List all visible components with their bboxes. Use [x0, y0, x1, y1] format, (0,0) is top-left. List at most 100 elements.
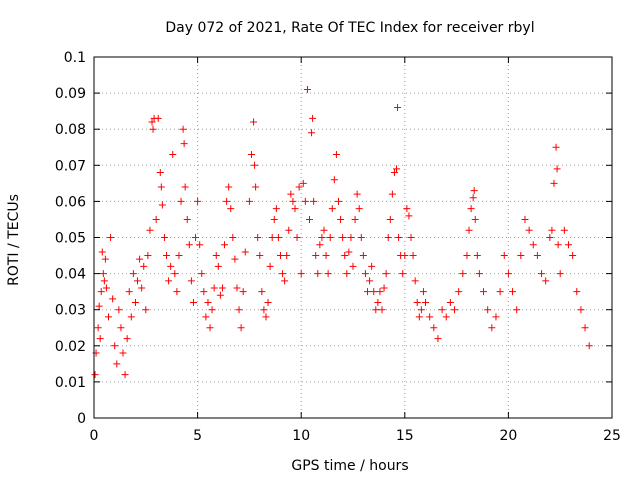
data-point: [111, 342, 119, 350]
data-point: [513, 306, 521, 314]
data-point: [131, 298, 139, 306]
data-point: [459, 270, 467, 278]
x-tick-label: 10: [292, 428, 310, 444]
data-point: [281, 277, 289, 285]
y-tick-label: 0.05: [55, 231, 86, 247]
data-point: [434, 335, 442, 343]
y-tick-label: 0.08: [55, 122, 86, 138]
data-point: [206, 324, 214, 332]
data-point: [573, 288, 581, 296]
x-tick-label: 15: [396, 428, 414, 444]
data-point: [552, 143, 560, 151]
data-point: [187, 277, 195, 285]
data-point: [542, 277, 550, 285]
data-point: [225, 183, 233, 191]
data-point: [97, 288, 105, 296]
data-point: [160, 234, 168, 241]
data-points: [91, 85, 593, 379]
data-point: [134, 277, 142, 285]
data-point: [405, 212, 413, 220]
data-point: [173, 288, 181, 296]
data-point: [326, 234, 334, 241]
data-point: [332, 150, 340, 158]
data-point: [314, 270, 322, 278]
data-point: [341, 252, 349, 260]
data-point: [262, 313, 270, 321]
data-point: [417, 306, 425, 314]
data-point: [115, 306, 123, 314]
data-point: [415, 313, 423, 321]
data-point: [258, 288, 266, 296]
y-tick-label: 0.04: [55, 267, 86, 283]
data-point: [308, 129, 316, 137]
data-point: [107, 234, 115, 241]
data-point: [101, 255, 109, 263]
data-point: [192, 234, 200, 241]
data-point: [546, 234, 554, 241]
data-point: [382, 270, 390, 278]
data-point: [451, 306, 459, 314]
data-point: [156, 169, 164, 177]
data-point: [473, 252, 481, 260]
data-point: [384, 234, 392, 241]
data-point: [165, 277, 173, 285]
data-point: [264, 298, 272, 306]
y-tick-label: 0.06: [55, 194, 86, 210]
data-point: [347, 234, 355, 241]
y-tick-label: 0.07: [55, 158, 86, 174]
data-point: [386, 215, 394, 223]
data-point: [442, 313, 450, 321]
data-point: [556, 270, 564, 278]
data-point: [157, 183, 165, 191]
data-point: [218, 284, 226, 292]
data-point: [374, 298, 382, 306]
data-point: [496, 288, 504, 296]
data-point: [370, 288, 378, 296]
data-point: [390, 169, 398, 177]
data-point: [123, 335, 131, 343]
data-point: [324, 270, 332, 278]
data-point: [274, 234, 282, 241]
data-point: [517, 252, 525, 260]
data-point: [204, 298, 212, 306]
data-point: [297, 270, 305, 278]
data-point: [287, 190, 295, 198]
y-tick-label: 0.09: [55, 86, 86, 102]
data-point: [127, 313, 135, 321]
data-point: [95, 302, 103, 310]
data-point: [100, 277, 108, 285]
data-point: [180, 140, 188, 148]
data-point: [394, 104, 402, 112]
data-point: [399, 270, 407, 278]
data-point: [99, 270, 107, 278]
data-point: [343, 270, 351, 278]
data-point: [239, 288, 247, 296]
data-point: [105, 313, 113, 321]
data-point: [212, 252, 220, 260]
axes: 0 0.01 0.02 0.03 0.04 0.05 0.06 0.07 0.08 0.09 0.1…: [55, 50, 621, 444]
data-point: [376, 288, 384, 296]
data-point: [210, 284, 218, 292]
data-point: [388, 190, 396, 198]
data-point: [268, 234, 276, 241]
data-point: [548, 226, 556, 234]
x-tick-label: 5: [193, 428, 202, 444]
data-point: [312, 252, 320, 260]
data-point: [353, 190, 361, 198]
data-point: [564, 241, 572, 249]
data-point: [119, 349, 127, 357]
data-point: [560, 226, 568, 234]
data-point: [492, 313, 500, 321]
data-point: [480, 288, 488, 296]
data-point: [465, 226, 473, 234]
data-point: [121, 371, 129, 379]
data-point: [372, 306, 380, 314]
data-point: [378, 306, 386, 314]
data-point: [102, 284, 110, 292]
data-point: [283, 252, 291, 260]
data-point: [419, 288, 427, 296]
data-point: [585, 342, 593, 350]
data-point: [117, 324, 125, 332]
data-point: [411, 277, 419, 285]
data-point: [553, 165, 561, 173]
